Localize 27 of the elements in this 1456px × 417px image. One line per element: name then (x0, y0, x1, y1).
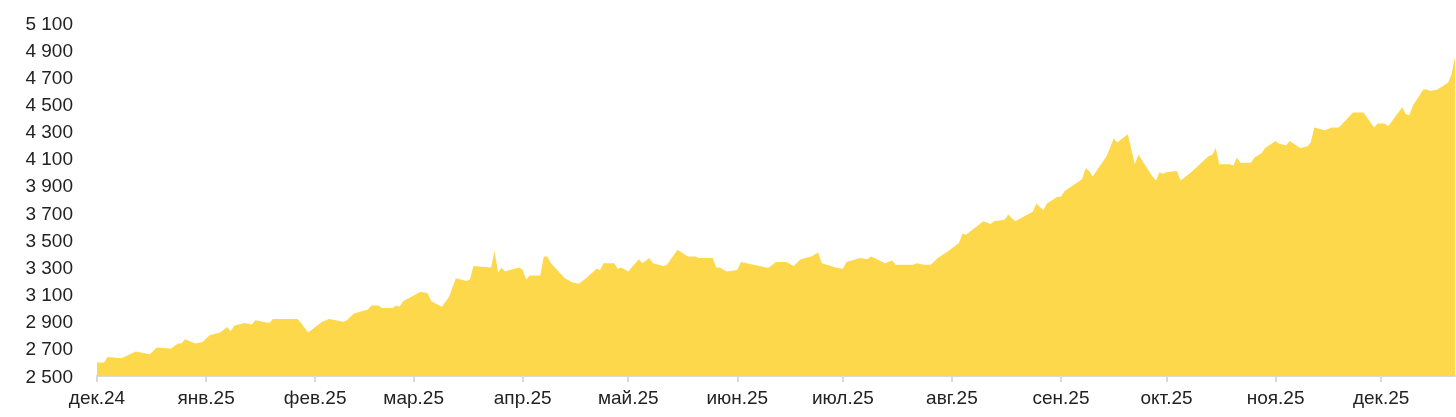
y-tick-label: 4 100 (25, 148, 73, 170)
x-tick-label: апр.25 (493, 387, 552, 408)
y-tick-label: 3 700 (25, 202, 73, 224)
x-tick-label: мар.25 (383, 387, 444, 408)
y-tick-label: 3 900 (25, 175, 73, 197)
y-tick-label: 4 300 (25, 121, 73, 143)
y-tick-label: 5 100 (25, 12, 73, 34)
x-tick-label: июн.25 (706, 387, 769, 408)
x-tick-label: июл.25 (811, 387, 874, 408)
x-tick-label: фев.25 (283, 387, 347, 408)
x-tick-label: дек.25 (1352, 387, 1410, 408)
x-tick-label: авг.25 (926, 387, 978, 408)
y-tick-label: 3 300 (25, 256, 73, 278)
y-tick-label: 2 500 (25, 365, 73, 387)
x-tick-label: окт.25 (1140, 387, 1193, 408)
y-tick-label: 4 500 (25, 93, 73, 115)
x-tick-label: май.25 (597, 387, 659, 408)
y-tick-label: 4 700 (25, 66, 73, 88)
x-tick-label: сен.25 (1032, 387, 1090, 408)
y-tick-label: 4 900 (25, 39, 73, 61)
x-tick-label: ноя.25 (1246, 387, 1305, 408)
x-tick-label: янв.25 (177, 387, 235, 408)
y-tick-label: 3 100 (25, 284, 73, 306)
y-tick-label: 2 700 (25, 338, 73, 360)
y-tick-label: 2 900 (25, 311, 73, 333)
x-tick-label: дек.24 (68, 387, 126, 408)
y-tick-label: 3 500 (25, 229, 73, 251)
